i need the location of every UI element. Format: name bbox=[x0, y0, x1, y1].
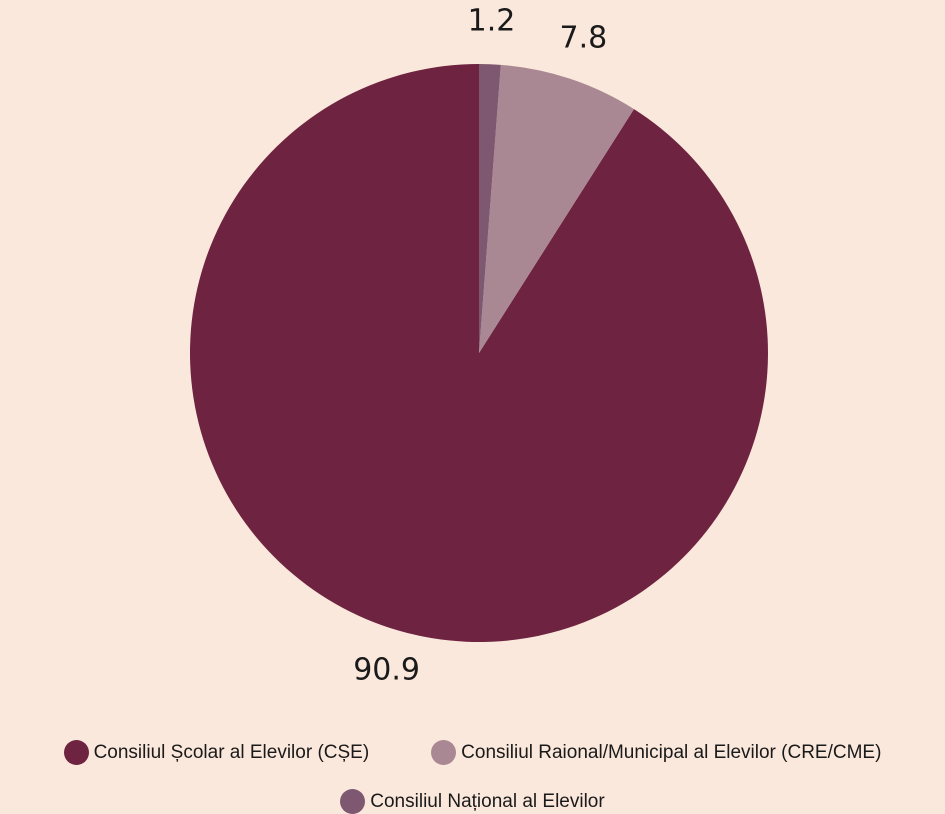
legend-label-cre-cme: Consiliul Raional/Municipal al Elevilor … bbox=[461, 741, 882, 763]
pie-value-labels: 90.9 7.8 1.2 bbox=[353, 4, 607, 688]
pie-slice-cre-cme[interactable] bbox=[479, 64, 634, 353]
legend-item-cre-cme[interactable]: Consiliul Raional/Municipal al Elevilor … bbox=[431, 740, 881, 765]
value-label-cse: 90.9 bbox=[353, 652, 420, 687]
value-label-cne: 1.2 bbox=[468, 4, 516, 39]
pie-chart: 90.9 7.8 1.2 bbox=[189, 4, 768, 688]
legend: Consiliul Școlar al Elevilor (CȘE) Consi… bbox=[0, 740, 945, 765]
legend-label-cse: Consiliul Școlar al Elevilor (CȘE) bbox=[93, 741, 370, 763]
legend-item-cne[interactable]: Consiliul Național al Elevilor bbox=[340, 789, 605, 814]
legend-swatch-cse bbox=[63, 740, 89, 765]
pie-slice-cse[interactable] bbox=[189, 63, 768, 642]
legend-label-cne: Consiliul Național al Elevilor bbox=[370, 790, 605, 812]
pie-slices bbox=[189, 63, 768, 642]
legend-second-row: Consiliul Național al Elevilor bbox=[0, 789, 945, 814]
legend-swatch-cre-cme bbox=[431, 740, 457, 765]
legend-item-cse[interactable]: Consiliul Școlar al Elevilor (CȘE) bbox=[63, 740, 370, 765]
value-label-cre-cme: 7.8 bbox=[560, 20, 608, 55]
pie-slice-cne[interactable] bbox=[479, 63, 501, 353]
legend-swatch-cne bbox=[340, 789, 366, 814]
